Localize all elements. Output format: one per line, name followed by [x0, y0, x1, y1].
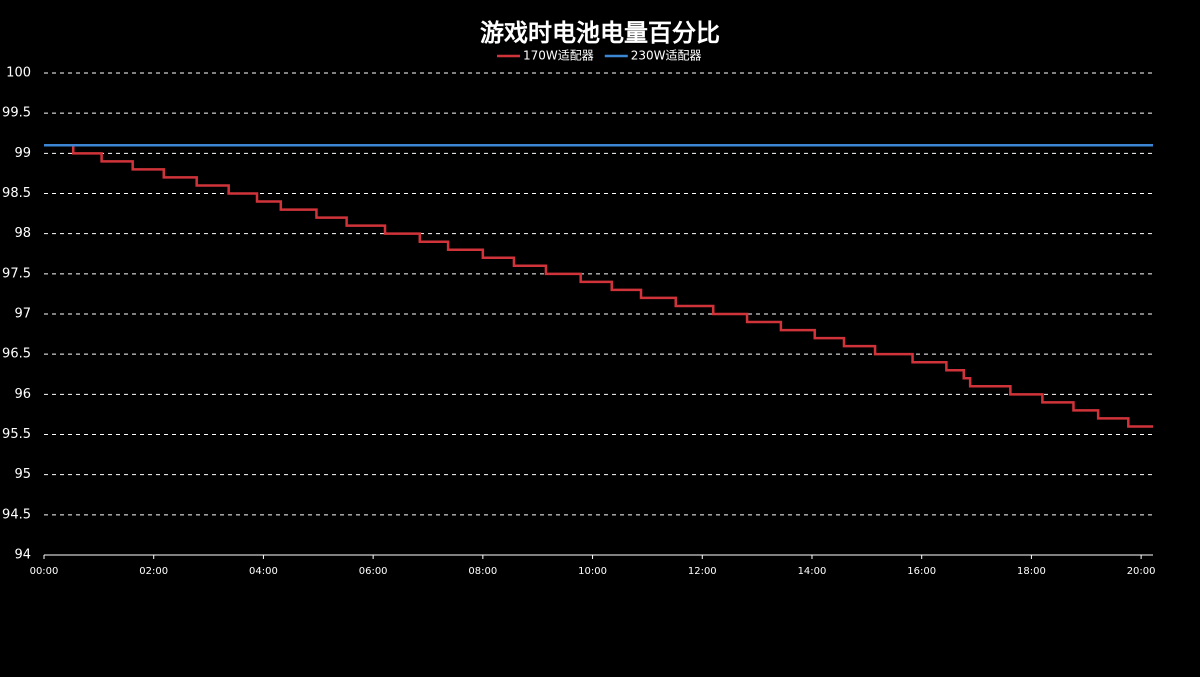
x-tick-label: 14:00	[798, 566, 827, 577]
legend-label: 230W适配器	[631, 49, 702, 63]
y-tick-label: 98	[14, 226, 31, 241]
y-tick-label: 99.5	[2, 106, 31, 121]
y-tick-label: 97.5	[2, 266, 31, 281]
y-tick-label: 100	[6, 66, 31, 81]
x-tick-label: 06:00	[359, 566, 388, 577]
x-tick-label: 10:00	[578, 566, 607, 577]
legend-label: 170W适配器	[523, 49, 594, 63]
y-tick-label: 96	[14, 387, 31, 402]
x-tick-label: 08:00	[468, 566, 497, 577]
y-tick-label: 94.5	[2, 507, 31, 522]
y-tick-label: 97	[14, 307, 31, 322]
x-tick-label: 12:00	[688, 566, 717, 577]
x-tick-label: 20:00	[1127, 566, 1156, 577]
x-tick-label: 18:00	[1017, 566, 1046, 577]
y-tick-label: 94	[14, 548, 31, 563]
x-tick-label: 04:00	[249, 566, 278, 577]
x-tick-label: 16:00	[907, 566, 936, 577]
y-tick-label: 96.5	[2, 347, 31, 362]
series-line	[44, 144, 1153, 428]
x-tick-label: 00:00	[30, 566, 59, 577]
chart-title: 游戏时电池电量百分比	[480, 19, 720, 47]
y-tick-label: 98.5	[2, 186, 31, 201]
y-tick-label: 99	[14, 146, 31, 161]
y-tick-label: 95.5	[2, 427, 31, 442]
x-tick-label: 02:00	[139, 566, 168, 577]
y-tick-label: 95	[14, 467, 31, 482]
